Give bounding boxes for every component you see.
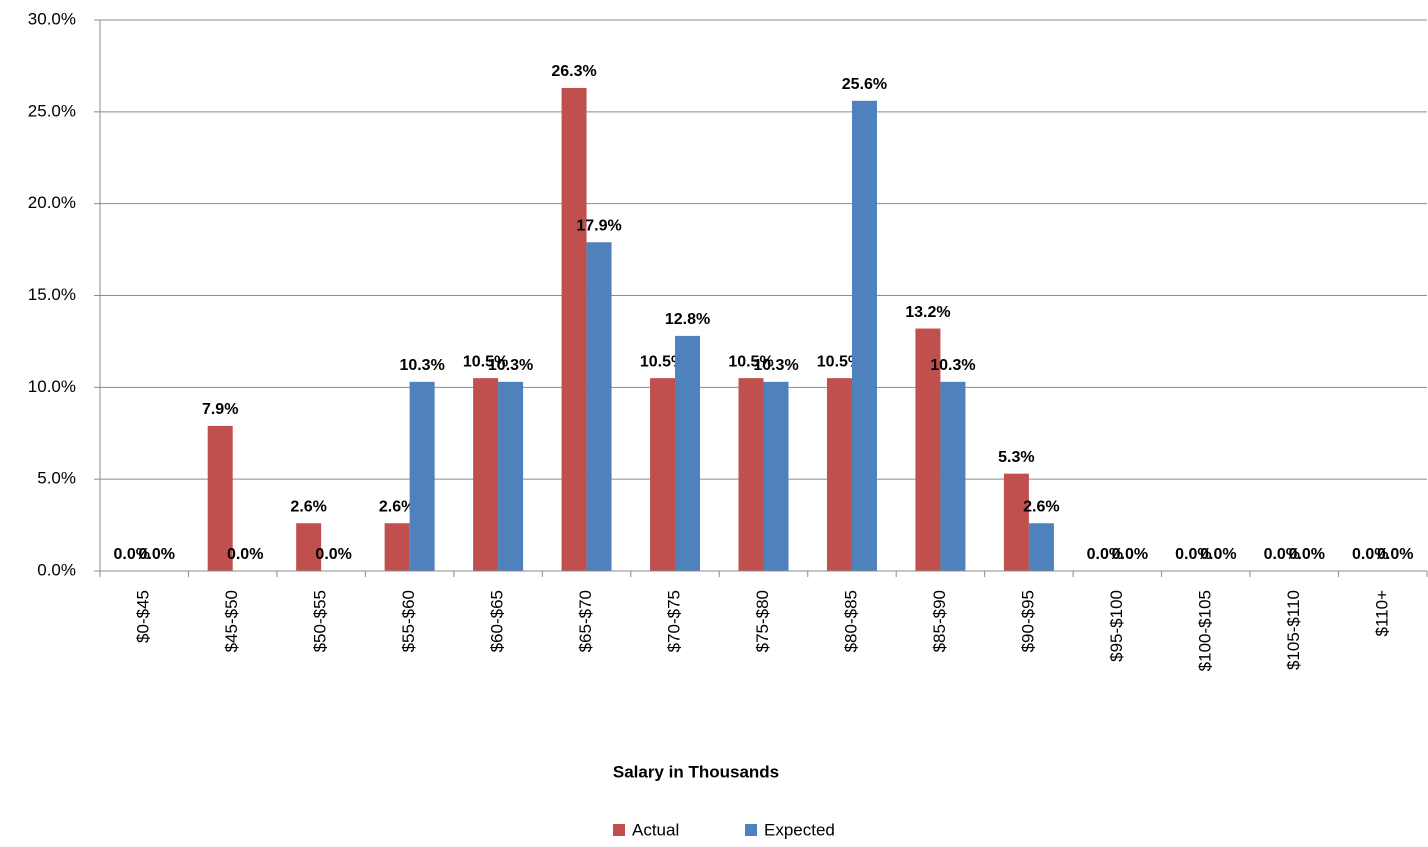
data-label: 0.0%: [1289, 546, 1325, 563]
bar: [473, 378, 499, 571]
data-label: 25.6%: [842, 76, 887, 93]
x-tick-label: $55-$60: [399, 590, 418, 652]
data-label: 26.3%: [551, 63, 596, 80]
x-tick-label: $70-$75: [665, 590, 684, 652]
bar: [675, 335, 701, 571]
y-tick-label: 30.0%: [28, 9, 76, 28]
data-label: 12.8%: [665, 311, 710, 328]
bar: [561, 87, 587, 571]
y-tick-label: 25.0%: [28, 101, 76, 120]
data-label: 10.5%: [640, 353, 685, 370]
bar: [409, 381, 435, 571]
bar: [384, 523, 410, 571]
bar: [738, 378, 764, 571]
x-axis-title: Salary in Thousands: [613, 762, 779, 781]
x-tick-label: $50-$55: [311, 590, 330, 652]
data-label: 0.0%: [113, 546, 149, 563]
y-tick-label: 0.0%: [37, 560, 76, 579]
x-tick-label: $105-$110: [1284, 590, 1303, 670]
bar: [650, 378, 676, 571]
x-tick-label: $95-$100: [1107, 590, 1126, 662]
x-tick-label: $0-$45: [134, 590, 153, 643]
x-tick-label: $80-$85: [841, 590, 860, 652]
data-label: 7.9%: [202, 401, 238, 418]
bar: [851, 100, 877, 572]
bar: [207, 425, 233, 571]
data-label: 0.0%: [227, 546, 263, 563]
bar: [1028, 523, 1054, 571]
x-tick-label: $75-$80: [753, 590, 772, 652]
y-tick-label: 15.0%: [28, 285, 76, 304]
data-label: 10.3%: [930, 357, 975, 374]
data-label: 10.3%: [399, 357, 444, 374]
data-label: 13.2%: [905, 304, 950, 321]
x-tick-label: $100-$105: [1195, 590, 1214, 671]
y-tick-label: 5.0%: [37, 469, 76, 488]
x-tick-label: $90-$95: [1018, 590, 1037, 652]
bar: [826, 378, 852, 571]
data-label: 10.5%: [817, 353, 862, 370]
data-label: 0.0%: [1264, 546, 1300, 563]
data-label: 0.0%: [315, 546, 351, 563]
data-label: 2.6%: [379, 498, 415, 515]
data-label: 17.9%: [576, 217, 621, 234]
bar: [586, 242, 612, 571]
data-label: 0.0%: [1112, 546, 1148, 563]
y-tick-label: 10.0%: [28, 377, 76, 396]
data-label: 0.0%: [1087, 546, 1123, 563]
data-label: 5.3%: [998, 449, 1034, 466]
data-label: 10.5%: [463, 353, 508, 370]
legend-swatch: [745, 824, 757, 836]
bar: [296, 523, 322, 571]
data-label: 0.0%: [138, 546, 174, 563]
bar: [498, 381, 524, 571]
data-label: 10.3%: [488, 357, 533, 374]
x-tick-label: $60-$65: [488, 590, 507, 652]
data-label: 0.0%: [1352, 546, 1388, 563]
x-tick-label: $110+: [1372, 590, 1391, 637]
x-tick-label: $45-$50: [222, 590, 241, 652]
bar: [940, 381, 966, 571]
legend-label: Expected: [764, 820, 835, 839]
data-label: 2.6%: [290, 498, 326, 515]
data-label: 0.0%: [1200, 546, 1236, 563]
x-tick-label: $65-$70: [576, 590, 595, 652]
x-tick-label: $85-$90: [930, 590, 949, 652]
bar: [915, 328, 941, 571]
data-label: 0.0%: [1377, 546, 1413, 563]
bar: [1003, 473, 1029, 571]
y-tick-label: 20.0%: [28, 193, 76, 212]
data-label: 0.0%: [1175, 546, 1211, 563]
data-label: 2.6%: [1023, 498, 1059, 515]
data-label: 10.5%: [728, 353, 773, 370]
legend-swatch: [613, 824, 625, 836]
legend-label: Actual: [632, 820, 679, 839]
data-label: 10.3%: [753, 357, 798, 374]
bar: [763, 381, 789, 571]
